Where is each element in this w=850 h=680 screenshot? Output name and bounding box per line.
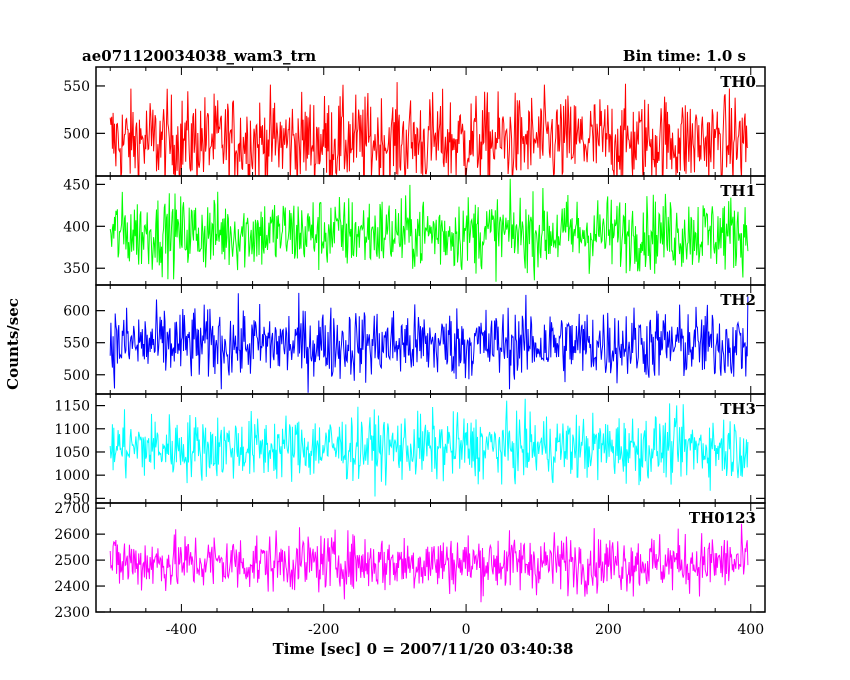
series-line-th1 (109, 178, 749, 282)
y-tick-label: 550 (63, 336, 90, 352)
y-tick-label: 500 (63, 126, 90, 142)
y-tick-label: 2500 (54, 553, 90, 569)
y-tick-label: 2700 (54, 501, 90, 517)
panel-th2: 500 550 600 TH2 (63, 284, 766, 395)
panels: 500 550 TH0 350 400 450 TH1 500 550 600 TH2 950 1000… (54, 66, 766, 621)
y-tick-label: 1000 (54, 468, 90, 484)
series-label-th1: TH1 (720, 182, 756, 200)
chart-title: ae071120034038_wam3_trn (82, 47, 316, 65)
y-tick-label: 550 (63, 79, 90, 95)
chart-subtitle: Bin time: 1.0 s (623, 47, 746, 65)
x-tick-label: -400 (166, 622, 197, 638)
y-tick-label: 1050 (54, 445, 90, 461)
panel-th0123: 2300 2400 2500 2600 2700 TH0123 (54, 501, 766, 621)
y-tick-label: 1100 (54, 422, 90, 438)
series-label-th3: TH3 (720, 400, 756, 418)
x-axis: -400 -200 0 200 400 (166, 622, 764, 638)
y-tick-label: 1150 (54, 399, 90, 415)
y-tick-label: 400 (63, 219, 90, 235)
panel-th1: 350 400 450 TH1 (63, 175, 766, 286)
y-tick-label: 500 (63, 368, 90, 384)
y-tick-label: 350 (63, 261, 90, 277)
x-axis-label: Time [sec] 0 = 2007/11/20 03:40:38 (273, 640, 574, 658)
series-line-th3 (109, 398, 749, 497)
x-tick-label: -200 (308, 622, 339, 638)
y-tick-label: 950 (63, 491, 90, 507)
y-tick-label: 2600 (54, 527, 90, 543)
y-tick-label: 600 (63, 304, 90, 320)
x-tick-label: 200 (595, 622, 622, 638)
x-tick-label: 400 (737, 622, 764, 638)
x-tick-label: 0 (462, 622, 471, 638)
series-label-th2: TH2 (720, 291, 756, 309)
y-axis-label: Counts/sec (4, 298, 22, 390)
panel-th0: 500 550 TH0 (63, 66, 766, 177)
panel-th3: 950 1000 1050 1100 1150 TH3 (54, 393, 766, 507)
y-tick-label: 2300 (54, 605, 90, 621)
series-line-th0123 (109, 523, 749, 603)
series-line-th2 (109, 292, 749, 393)
y-tick-label: 2400 (54, 579, 90, 595)
series-line-th0 (109, 82, 749, 176)
series-label-th0: TH0 (720, 73, 756, 91)
series-label-th0123: TH0123 (689, 509, 756, 527)
y-tick-label: 450 (63, 177, 90, 193)
